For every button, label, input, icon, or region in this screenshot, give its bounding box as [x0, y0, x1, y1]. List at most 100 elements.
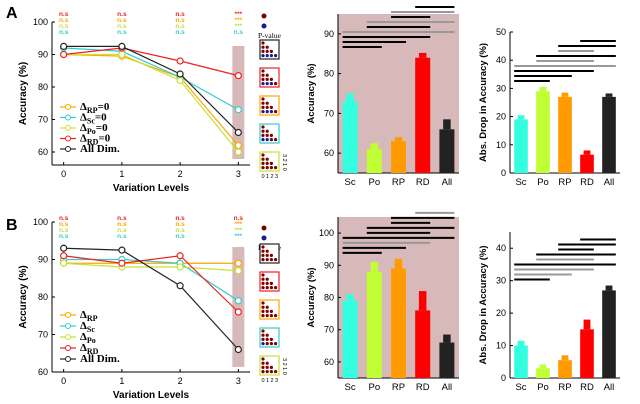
legend-marker — [65, 104, 71, 110]
pvalue-dot — [265, 253, 269, 257]
significance-label: n.s — [175, 221, 185, 228]
legend-marker — [65, 345, 71, 351]
bar — [536, 368, 550, 378]
bar — [366, 149, 382, 173]
x-tick-label: RD — [580, 177, 594, 188]
y-tick-label: 100 — [33, 217, 48, 227]
pvalue-dot — [261, 245, 265, 249]
data-point — [176, 76, 184, 85]
significance-label: n.s — [175, 11, 185, 18]
data-point — [234, 308, 242, 316]
error-bar — [418, 52, 427, 58]
pvalue-dot — [261, 105, 265, 109]
series-line — [63, 47, 239, 111]
series-line — [63, 47, 239, 77]
bar — [415, 57, 431, 173]
x-tick-label: RD — [416, 177, 430, 188]
data-point — [234, 106, 242, 114]
drop-bar-chart: 0 10 20 30 40 Abs. Drop in Accuracy (%) Sc Po RP… — [478, 232, 620, 393]
grid-axis-num: 0 — [261, 174, 264, 180]
bar — [366, 271, 382, 378]
x-tick-label: RP — [392, 382, 405, 393]
error-bar — [346, 294, 354, 301]
legend-entry-label: All Dim. — [80, 353, 120, 365]
legend-entry-label: ΔPo=0 — [80, 122, 108, 136]
y-tick-label: 0 — [501, 168, 506, 178]
significance-label: *** — [235, 23, 243, 30]
pvalue-dot — [261, 82, 265, 86]
pvalue-dot — [274, 82, 278, 86]
data-point — [118, 259, 126, 267]
pvalue-dot — [261, 153, 265, 157]
pvalue-dot — [269, 281, 273, 285]
legend-marker — [65, 323, 71, 329]
x-tick-label: 0 — [61, 169, 66, 179]
pvalue-dot — [265, 286, 269, 290]
y-axis-label: Accuracy (%) — [18, 62, 29, 125]
pvalue-dot — [269, 286, 273, 290]
series-all — [60, 244, 242, 354]
x-tick-label: RP — [558, 177, 571, 188]
grid-axis-num: 0 — [261, 378, 264, 384]
pvalue-grid-box — [259, 243, 280, 264]
error-bar — [583, 150, 591, 155]
pvalue-dot — [265, 342, 269, 346]
y-tick-label: 30 — [496, 83, 506, 93]
ns-dot — [261, 13, 267, 19]
legend-entry-label: ΔRP=0 — [80, 101, 110, 115]
significance-label: *** — [235, 17, 243, 24]
pvalue-grid-box — [259, 271, 280, 292]
grid-axis-num: 3 — [275, 378, 278, 384]
pvalue-dot — [265, 314, 269, 318]
pvalue-dot — [265, 77, 269, 81]
pvalue-dot — [261, 125, 265, 129]
pvalue-dot — [274, 258, 278, 262]
pvalue-dot — [274, 110, 278, 114]
data-point — [234, 148, 242, 156]
pvalue-dot — [265, 166, 269, 170]
significance-label: *** — [235, 233, 243, 240]
significance-rows: n.s n.s n.s ***n.s n.s n.s ***n.s n.s n.s ***n.s n… — [59, 11, 243, 36]
data-point — [176, 57, 184, 65]
significance-label: n.s — [175, 29, 185, 36]
pvalue-dot — [265, 54, 269, 58]
x-axis-label: Variation Levels — [113, 390, 190, 401]
data-point — [234, 128, 242, 137]
y-tick-label: 60 — [38, 147, 48, 157]
y-tick-label: 70 — [324, 325, 334, 335]
legend-entry-label: ΔSc=0 — [80, 112, 107, 126]
pvalue-dot — [261, 253, 265, 257]
data-point — [176, 263, 184, 271]
significance-label: *** — [235, 227, 243, 234]
x-tick-label: Po — [537, 382, 549, 393]
error-bar — [539, 86, 547, 92]
data-point — [234, 72, 242, 80]
data-point — [234, 141, 242, 150]
significance-label: n.s — [175, 233, 185, 240]
y-axis-label: Accuracy (%) — [306, 267, 317, 327]
pvalue-dot — [261, 69, 265, 73]
pvalue-dot — [265, 337, 269, 341]
legend-entry-label: All Dim. — [80, 143, 120, 155]
pvalue-dot — [261, 357, 265, 361]
series-line — [63, 247, 239, 350]
significance-label: n.s — [175, 23, 185, 30]
y-tick-label: 60 — [38, 367, 48, 377]
pvalue-dot — [269, 365, 273, 369]
pvalue-dot — [261, 101, 265, 105]
pvalue-dot — [261, 45, 265, 49]
significance-label: n.s — [117, 215, 127, 222]
legend-entry-label: ΔRD — [80, 342, 99, 356]
pvalue-dot — [265, 157, 269, 161]
pvalue-dot — [269, 54, 273, 58]
x-tick-label: Sc — [515, 382, 526, 393]
pvalue-dot — [261, 166, 265, 170]
pvalue-dot — [261, 365, 265, 369]
pvalue-dot — [269, 258, 273, 262]
pvalue-dot — [269, 77, 273, 81]
significance-label: n.s — [117, 11, 127, 18]
x-tick-label: Po — [537, 177, 549, 188]
